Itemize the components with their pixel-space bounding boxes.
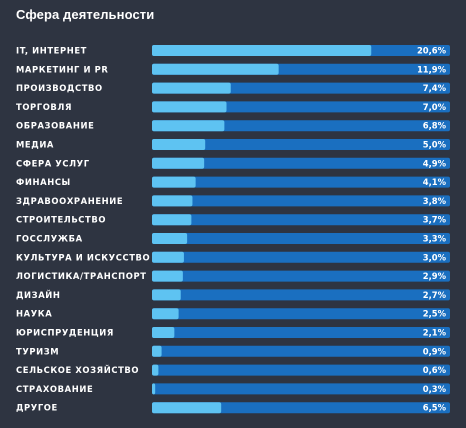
bar [152, 214, 192, 226]
category-label: СФЕРА УСЛУГ [16, 158, 90, 168]
value-label: 7,4% [423, 83, 447, 93]
bar [152, 383, 156, 395]
bar-track [152, 251, 450, 263]
value-label: 2,7% [423, 290, 447, 300]
bar-track [152, 327, 450, 338]
category-label: ТУРИЗМ [16, 346, 59, 356]
category-label: СЕЛЬСКОЕ ХОЗЯЙСТВО [16, 364, 139, 375]
category-label: ЮРИСПРУДЕНЦИЯ [16, 328, 114, 338]
value-label: 11,9% [417, 64, 447, 74]
bar [152, 101, 227, 113]
bar [152, 270, 183, 282]
bar-track [152, 120, 450, 132]
bar-track [152, 345, 450, 357]
bar-track [152, 176, 450, 188]
category-label: МЕДИА [16, 140, 54, 150]
bar-track [152, 270, 450, 282]
bar [152, 157, 205, 169]
bar [152, 176, 196, 188]
category-label: СТРАХОВАНИЕ [16, 384, 93, 394]
bar-track [152, 139, 450, 150]
value-label: 3,3% [423, 234, 447, 244]
bar-track [152, 308, 450, 320]
value-label: 3,0% [423, 252, 447, 262]
bar [152, 45, 372, 56]
category-label: ГОССЛУЖБА [16, 234, 83, 244]
chart-title: Сфера деятельности [16, 7, 155, 22]
value-label: 0,3% [423, 384, 447, 394]
category-label: IT, ИНТЕРНЕТ [16, 46, 87, 56]
value-label: 5,0% [423, 140, 447, 150]
bar [152, 233, 188, 244]
value-label: 4,1% [423, 177, 447, 187]
value-label: 2,1% [423, 328, 447, 338]
bar-track [152, 383, 450, 395]
bar-track [152, 289, 450, 301]
value-label: 0,9% [423, 346, 447, 356]
category-label: ДРУГОЕ [16, 403, 58, 413]
category-label: ТОРГОВЛЯ [16, 102, 72, 112]
value-label: 7,0% [423, 102, 447, 112]
value-label: 2,9% [423, 271, 447, 281]
bar [152, 120, 225, 132]
bar-track [152, 364, 450, 376]
bar-track [152, 157, 450, 169]
bar-track [152, 195, 450, 207]
bar [152, 139, 206, 150]
value-label: 6,5% [423, 403, 447, 413]
bar [152, 251, 184, 263]
category-label: ПРОИЗВОДСТВО [16, 83, 103, 93]
bar-track [152, 233, 450, 244]
bar [152, 327, 175, 338]
value-label: 3,8% [423, 196, 447, 206]
category-label: ФИНАНСЫ [16, 177, 71, 187]
bar [152, 63, 279, 75]
value-label: 2,5% [423, 309, 447, 319]
category-label: КУЛЬТУРА И ИСКУССТВО [16, 252, 150, 262]
bar-track [152, 402, 450, 414]
bar [152, 345, 162, 357]
value-label: 20,6% [417, 46, 447, 56]
category-label: ЛОГИСТИКА/ТРАНСПОРТ [16, 271, 147, 281]
value-label: 3,7% [423, 215, 447, 225]
bar-track [152, 214, 450, 226]
bar [152, 364, 159, 376]
bar [152, 289, 181, 301]
category-label: ЗДРАВООХРАНЕНИЕ [16, 196, 123, 206]
bar [152, 402, 222, 414]
bar [152, 82, 231, 94]
category-label: СТРОИТЕЛЬСТВО [16, 215, 106, 225]
category-label: МАРКЕТИНГ И PR [16, 64, 108, 74]
category-label: НАУКА [16, 309, 52, 319]
category-label: ОБРАЗОВАНИЕ [16, 121, 94, 131]
value-label: 6,8% [423, 121, 447, 131]
bar [152, 195, 193, 207]
bar [152, 308, 179, 320]
value-label: 4,9% [423, 158, 447, 168]
value-label: 0,6% [423, 365, 447, 375]
category-label: ДИЗАЙН [16, 289, 61, 300]
